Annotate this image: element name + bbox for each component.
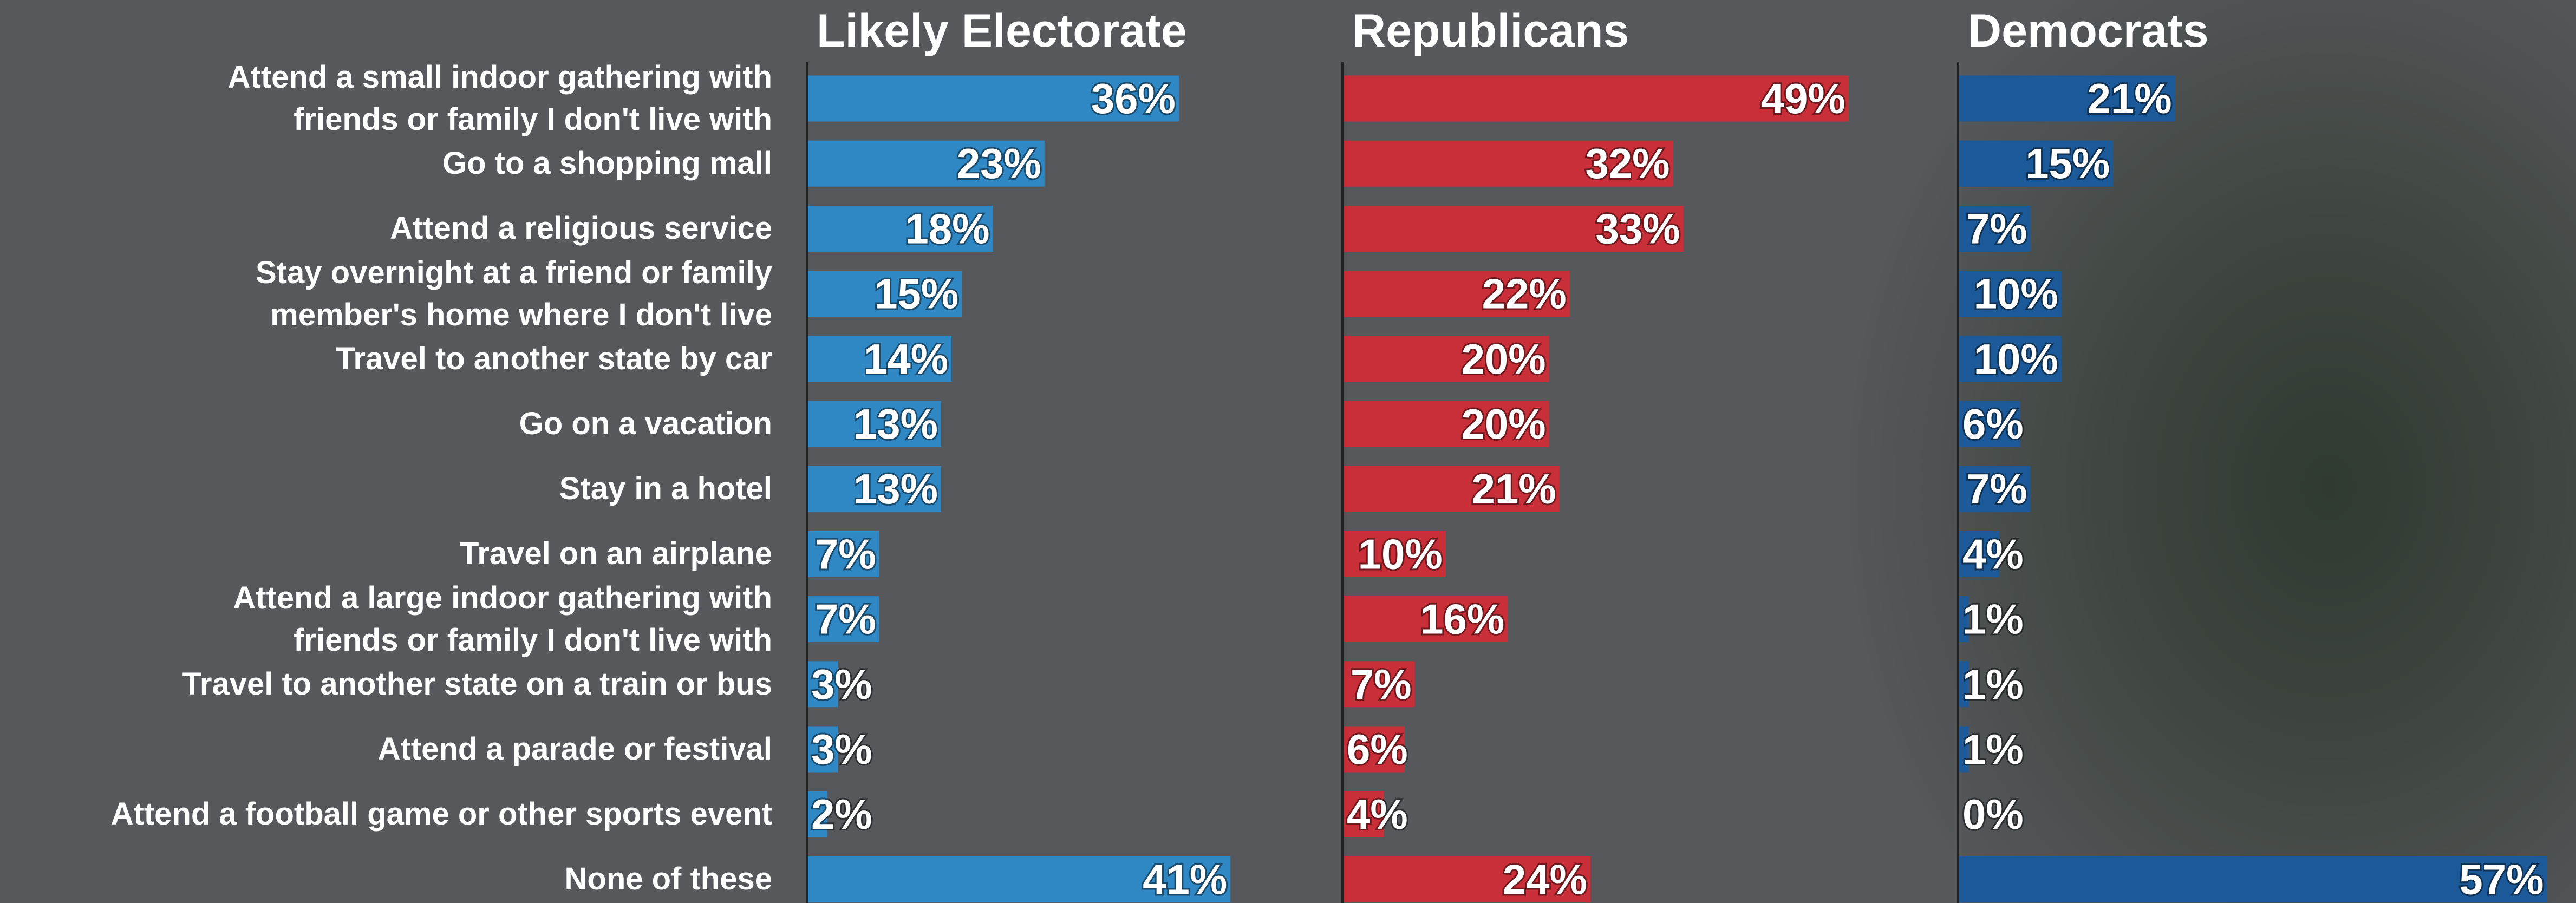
bar	[807, 856, 1231, 902]
bar	[1958, 205, 2031, 252]
bar	[807, 661, 838, 708]
bar	[807, 401, 942, 447]
value-label: 0%	[1962, 790, 2024, 838]
bar	[807, 596, 879, 643]
category-label: Stay in a hotel	[559, 471, 772, 507]
value-label: 21%	[2088, 75, 2172, 122]
bar	[807, 75, 1179, 122]
value-label: 2%	[811, 790, 872, 838]
bar	[1958, 596, 1969, 643]
category-label: Travel to another state on a train or bu…	[182, 666, 772, 702]
bar	[1342, 401, 1549, 447]
value-label: 13%	[853, 400, 938, 448]
value-label: 36%	[1091, 75, 1176, 122]
value-label: 18%	[905, 205, 989, 252]
bar	[1958, 856, 2547, 902]
value-label: 20%	[1461, 400, 1545, 448]
value-label: 1%	[1962, 725, 2024, 773]
value-label: 32%	[1585, 140, 1669, 187]
bar	[807, 726, 838, 773]
category-label: None of these	[564, 861, 773, 897]
value-label: 16%	[1420, 596, 1504, 643]
value-label: 23%	[957, 140, 1041, 187]
value-label: 6%	[1962, 400, 2024, 448]
bar	[1958, 75, 2175, 122]
category-label: Travel to another state by car	[336, 341, 772, 376]
bar	[807, 205, 993, 252]
bar	[807, 336, 952, 382]
value-label: 22%	[1482, 270, 1567, 318]
value-label: 13%	[853, 465, 938, 513]
value-label: 24%	[1503, 855, 1587, 903]
value-label: 1%	[1962, 660, 2024, 708]
bar	[807, 140, 1045, 187]
bar	[1342, 791, 1384, 837]
bar	[1958, 140, 2114, 187]
bar	[1342, 596, 1508, 643]
category-label: Travel on an airplane	[460, 536, 772, 572]
bar	[1342, 466, 1560, 512]
category-label: Attend a religious service	[390, 211, 772, 246]
value-label: 1%	[1962, 596, 2024, 643]
value-label: 7%	[815, 530, 876, 578]
value-label: 57%	[2459, 855, 2544, 903]
category-label: Stay overnight at a friend or family mem…	[256, 254, 772, 332]
bar	[807, 791, 828, 837]
bar	[1342, 271, 1570, 317]
bar	[1958, 271, 2062, 317]
bar	[1342, 75, 1849, 122]
bar	[1342, 205, 1684, 252]
bar	[807, 531, 879, 577]
value-label: 7%	[815, 596, 876, 643]
value-label: 6%	[1347, 725, 1408, 773]
value-label: 14%	[864, 335, 948, 383]
panel-title: Likely Electorate	[817, 5, 1187, 57]
category-label: Go to a shopping mall	[442, 146, 772, 181]
category-label: Attend a football game or other sports e…	[110, 796, 772, 832]
bar	[1958, 401, 2020, 447]
category-label: Go on a vacation	[519, 406, 772, 441]
value-label: 49%	[1761, 75, 1845, 122]
value-label: 4%	[1347, 790, 1408, 838]
value-label: 15%	[2025, 140, 2110, 187]
bar	[1958, 531, 2000, 577]
bar	[1958, 466, 2031, 512]
bar	[1958, 336, 2062, 382]
panel-title: Democrats	[1968, 5, 2209, 57]
panel-title: Republicans	[1352, 5, 1629, 57]
value-label: 41%	[1143, 855, 1227, 903]
bar	[1342, 531, 1446, 577]
value-label: 33%	[1596, 205, 1680, 252]
category-label: Attend a small indoor gathering with fri…	[227, 60, 772, 137]
bar	[1342, 856, 1590, 902]
value-label: 7%	[1966, 465, 2027, 513]
value-label: 7%	[1966, 205, 2027, 252]
value-label: 10%	[1974, 335, 2058, 383]
value-label: 15%	[874, 270, 958, 318]
value-label: 10%	[1974, 270, 2058, 318]
bar	[1342, 726, 1405, 773]
bar	[1958, 661, 1969, 708]
value-label: 3%	[811, 725, 872, 773]
category-label: Attend a large indoor gathering with fri…	[233, 580, 772, 658]
bar	[1342, 336, 1549, 382]
category-label: Attend a parade or festival	[377, 731, 772, 767]
value-label: 7%	[1351, 660, 1412, 708]
bar	[1342, 140, 1673, 187]
bar	[1342, 661, 1415, 708]
value-label: 21%	[1472, 465, 1556, 513]
value-label: 4%	[1962, 530, 2024, 578]
bar	[807, 271, 962, 317]
value-label: 3%	[811, 660, 872, 708]
value-label: 20%	[1461, 335, 1545, 383]
bar	[807, 466, 942, 512]
value-label: 10%	[1358, 530, 1443, 578]
bar	[1958, 726, 1969, 773]
